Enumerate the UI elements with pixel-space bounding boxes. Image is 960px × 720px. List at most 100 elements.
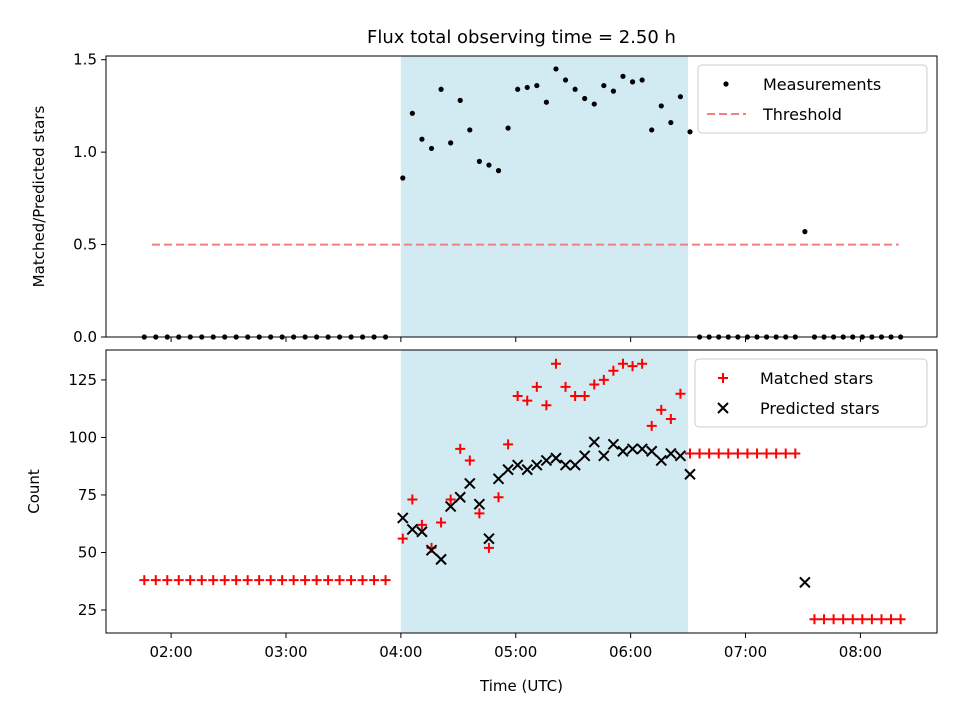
data-point: [562, 77, 569, 83]
data-point: [687, 129, 693, 135]
ratio-panel: 0.0 0.5 1.0 1.5 Flux total observing time = …: [30, 27, 938, 346]
data-point: [649, 127, 655, 133]
data-point: [419, 136, 425, 142]
data-point: [578, 450, 591, 462]
data-point: [288, 575, 299, 586]
data-point: [208, 575, 219, 586]
data-point: [512, 391, 523, 402]
data-point: [588, 436, 600, 448]
data-point: [560, 381, 571, 392]
data-point: [809, 614, 820, 625]
data-point: [397, 533, 408, 544]
data-point: [668, 119, 674, 126]
data-point: [665, 414, 676, 425]
data-point: [357, 575, 368, 586]
data-point: [231, 575, 242, 586]
data-point: [323, 575, 334, 586]
data-point: [570, 391, 581, 402]
data-point: [380, 575, 391, 586]
legend-label: Predicted stars: [760, 399, 880, 418]
data-point: [582, 95, 588, 102]
data-point: [428, 145, 435, 152]
data-point: [464, 455, 475, 466]
legend-label: Measurements: [763, 75, 881, 94]
data-point: [444, 500, 457, 513]
count-panel: 25 50 75 100 125 02:00 03:00 04:00 05:00 06:00 07:…: [25, 349, 938, 695]
legend-label: Threshold: [762, 105, 842, 124]
data-point: [684, 448, 695, 459]
data-point: [467, 127, 473, 133]
data-point: [242, 575, 253, 586]
data-point: [400, 175, 406, 181]
data-point: [492, 473, 505, 485]
data-point: [416, 526, 428, 538]
data-point: [608, 365, 619, 376]
data-point: [704, 448, 715, 459]
data-point: [522, 395, 533, 406]
observing-span-shade: [400, 350, 689, 633]
data-point: [534, 82, 540, 89]
y-tick-label: 0.5: [73, 236, 97, 254]
data-point: [645, 445, 658, 457]
data-point: [407, 494, 418, 505]
data-point: [799, 576, 811, 589]
data-point: [646, 420, 657, 431]
data-point: [752, 448, 763, 459]
data-point: [521, 463, 533, 476]
data-point: [771, 448, 782, 459]
x-tick-label: 07:00: [724, 643, 767, 661]
data-point: [617, 358, 628, 369]
data-point: [579, 391, 590, 402]
data-point: [483, 542, 494, 553]
legend-swatch: [723, 81, 729, 87]
x-tick-label: 04:00: [379, 643, 422, 661]
data-point: [277, 575, 288, 586]
y-tick-label: 1.5: [73, 51, 97, 69]
data-point: [742, 448, 753, 459]
data-point: [185, 575, 196, 586]
observing-span-shade: [400, 56, 689, 337]
data-point: [598, 450, 610, 462]
data-point: [601, 82, 607, 89]
data-point: [550, 452, 562, 464]
data-point: [569, 459, 581, 471]
data-point: [406, 523, 419, 536]
data-point: [620, 73, 626, 79]
y-tick-label: 1.0: [73, 143, 97, 161]
data-point: [502, 463, 514, 476]
axes-frame: [105, 55, 938, 338]
axes-frame: [105, 349, 938, 634]
data-point: [397, 512, 409, 524]
data-point: [713, 448, 724, 459]
data-point: [847, 614, 858, 625]
data-point: [493, 492, 504, 503]
data-point: [610, 88, 617, 94]
data-point: [550, 358, 561, 369]
data-point: [677, 94, 684, 100]
data-point: [531, 381, 542, 392]
data-point: [438, 86, 444, 92]
data-point: [627, 361, 638, 372]
data-point: [531, 459, 543, 471]
x-tick-label: 08:00: [839, 643, 882, 661]
data-point: [474, 508, 485, 519]
legend-label: Matched stars: [760, 369, 873, 388]
data-point: [515, 86, 521, 92]
data-point: [162, 575, 173, 586]
data-point: [857, 614, 868, 625]
data-point: [886, 614, 897, 625]
data-point: [524, 84, 530, 91]
y-axis-label: Matched/Predicted stars: [30, 106, 48, 288]
data-point: [473, 498, 486, 510]
data-point: [476, 158, 482, 164]
data-point: [589, 379, 600, 390]
chart-title: Flux total observing time = 2.50 h: [367, 27, 676, 48]
legend-swatch: [717, 402, 729, 414]
y-tick-label: 75: [78, 486, 97, 504]
data-point: [626, 443, 639, 455]
data-point: [665, 447, 677, 460]
data-point: [790, 448, 801, 459]
data-point: [598, 374, 609, 385]
y-tick-label: 0.0: [73, 328, 97, 346]
